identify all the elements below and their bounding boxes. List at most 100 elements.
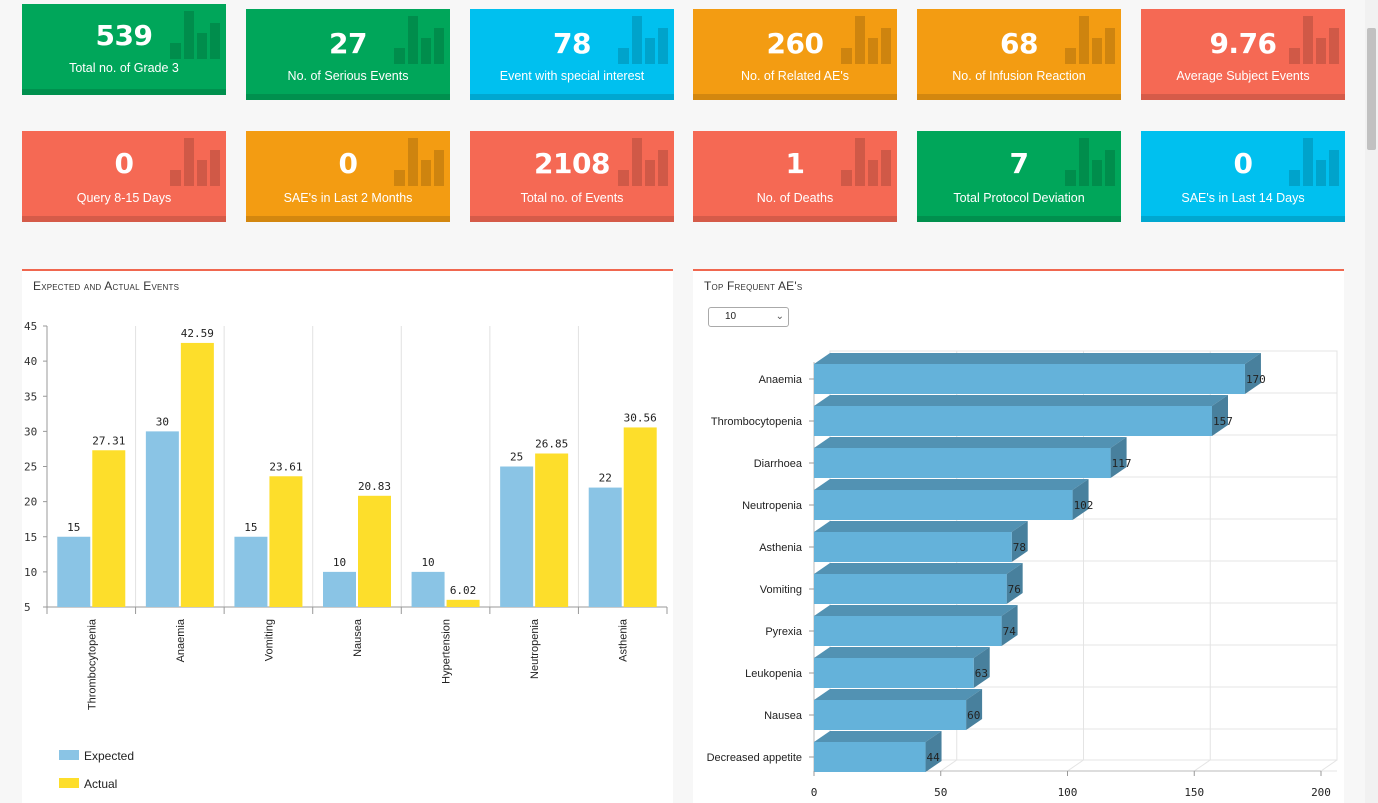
bar-chart-icon bbox=[618, 16, 668, 64]
bar-expected[interactable] bbox=[57, 536, 91, 607]
stat-tile[interactable]: 0 Query 8-15 Days bbox=[22, 131, 226, 222]
stat-tile[interactable]: 7 Total Protocol Deviation bbox=[917, 131, 1121, 222]
bar-side-face bbox=[973, 647, 990, 688]
bar-value-label: 117 bbox=[1112, 457, 1132, 470]
ae-bar[interactable] bbox=[814, 742, 926, 772]
bar-actual[interactable] bbox=[535, 453, 569, 607]
ae-bar[interactable] bbox=[814, 658, 974, 688]
ae-category-label: Decreased appetite bbox=[707, 752, 802, 764]
x-tick-label: 100 bbox=[1058, 786, 1078, 799]
bar-side-face bbox=[1001, 605, 1018, 646]
stat-value: 0 bbox=[1233, 147, 1253, 180]
y-tick-label: 5 bbox=[24, 601, 31, 614]
x-category-label: Thrombocytopenia bbox=[86, 618, 98, 710]
x-category-label: Anaemia bbox=[175, 618, 187, 662]
stat-tile[interactable]: 2108 Total no. of Events bbox=[470, 131, 674, 222]
stat-tile[interactable]: 68 No. of Infusion Reaction bbox=[917, 9, 1121, 100]
ae-bar[interactable] bbox=[814, 448, 1111, 478]
bar-value-label: 6.02 bbox=[450, 584, 477, 597]
x-tick-label: 0 bbox=[811, 786, 818, 799]
ae-category-label: Neutropenia bbox=[742, 500, 803, 512]
bar-top-face bbox=[814, 395, 1228, 406]
stat-label: No. of Related AE's bbox=[740, 69, 849, 83]
legend-swatch-expected[interactable] bbox=[59, 750, 79, 760]
page-scrollbar[interactable] bbox=[1365, 0, 1378, 803]
bar-value-label: 15 bbox=[67, 521, 80, 534]
bar-value-label: 25 bbox=[510, 451, 523, 464]
bar-top-face bbox=[814, 563, 1023, 574]
stat-tile[interactable]: 260 No. of Related AE's bbox=[693, 9, 897, 100]
bar-value-label: 60 bbox=[967, 709, 980, 722]
ae-bar[interactable] bbox=[814, 490, 1073, 520]
stat-tile[interactable]: 0 SAE's in Last 14 Days bbox=[1141, 131, 1345, 222]
ae-category-label: Anaemia bbox=[759, 374, 803, 386]
bar-expected[interactable] bbox=[411, 571, 445, 607]
bar-chart-icon bbox=[170, 11, 220, 59]
stat-tile[interactable]: 1 No. of Deaths bbox=[693, 131, 897, 222]
grid-line bbox=[1067, 759, 1084, 772]
stat-label: Total Protocol Deviation bbox=[953, 191, 1085, 205]
stat-label: SAE's in Last 2 Months bbox=[283, 191, 413, 205]
y-tick-label: 40 bbox=[24, 355, 37, 368]
bar-value-label: 78 bbox=[1013, 541, 1026, 554]
bar-value-label: 30.56 bbox=[624, 411, 657, 424]
bar-chart-icon bbox=[394, 16, 444, 64]
bar-value-label: 170 bbox=[1246, 373, 1266, 386]
bar-value-label: 157 bbox=[1213, 415, 1233, 428]
bar-value-label: 76 bbox=[1008, 583, 1021, 596]
y-tick-label: 20 bbox=[24, 496, 37, 509]
bar-side-face bbox=[1211, 395, 1228, 436]
x-category-label: Asthenia bbox=[618, 618, 630, 662]
bar-actual[interactable] bbox=[623, 427, 657, 607]
stat-tile[interactable]: 0 SAE's in Last 2 Months bbox=[246, 131, 450, 222]
y-tick-label: 10 bbox=[24, 566, 37, 579]
bar-chart-icon bbox=[394, 138, 444, 186]
bar-actual[interactable] bbox=[92, 450, 126, 607]
bar-actual[interactable] bbox=[446, 599, 480, 607]
ae-bar[interactable] bbox=[814, 700, 967, 730]
bar-value-label: 15 bbox=[244, 521, 257, 534]
bar-actual[interactable] bbox=[358, 495, 391, 607]
y-tick-label: 45 bbox=[24, 320, 37, 333]
scrollbar-thumb[interactable] bbox=[1367, 28, 1376, 150]
stat-tile[interactable]: 539 Total no. of Grade 3 bbox=[22, 4, 226, 95]
bar-actual[interactable] bbox=[180, 342, 214, 607]
ae-bar[interactable] bbox=[814, 406, 1212, 436]
y-tick-label: 15 bbox=[24, 531, 37, 544]
stat-tile[interactable]: 9.76 Average Subject Events bbox=[1141, 9, 1345, 100]
stat-tile[interactable]: 27 No. of Serious Events bbox=[246, 9, 450, 100]
ae-bar[interactable] bbox=[814, 532, 1012, 562]
legend-label[interactable]: Expected bbox=[84, 749, 134, 763]
bar-value-label: 63 bbox=[975, 667, 988, 680]
ae-bar[interactable] bbox=[814, 616, 1002, 646]
bar-expected[interactable] bbox=[323, 571, 356, 607]
ae-bar[interactable] bbox=[814, 574, 1007, 604]
panel-title-top-frequent: Top Frequent AE's bbox=[704, 279, 803, 293]
bar-top-face bbox=[814, 353, 1261, 364]
bar-side-face bbox=[1244, 353, 1261, 394]
stat-label: Query 8-15 Days bbox=[76, 191, 172, 205]
bar-top-face bbox=[814, 731, 942, 742]
x-category-label: Hypertension bbox=[441, 619, 453, 684]
stat-value: 2108 bbox=[534, 147, 610, 180]
stat-label: No. of Deaths bbox=[756, 191, 834, 205]
top-frequent-ae-panel: Top Frequent AE's 10 ⌄ 170 Anaemia 157 Thro… bbox=[693, 269, 1344, 803]
x-category-label: Vomiting bbox=[263, 619, 275, 661]
bar-top-face bbox=[814, 605, 1018, 616]
stat-tile[interactable]: 78 Event with special interest bbox=[470, 9, 674, 100]
bar-expected[interactable] bbox=[145, 431, 179, 607]
bar-value-label: 26.85 bbox=[535, 438, 568, 451]
stat-label: Event with special interest bbox=[499, 69, 645, 83]
top-count-select[interactable]: 10 ⌄ bbox=[708, 307, 789, 327]
bar-expected[interactable] bbox=[500, 466, 534, 608]
bar-expected[interactable] bbox=[588, 487, 622, 607]
legend-swatch-actual[interactable] bbox=[59, 778, 79, 788]
bar-expected[interactable] bbox=[234, 536, 268, 607]
bar-value-label: 10 bbox=[333, 556, 346, 569]
stat-value: 1 bbox=[785, 147, 805, 180]
legend-label[interactable]: Actual bbox=[84, 777, 117, 791]
bar-side-face bbox=[1006, 563, 1023, 604]
ae-bar[interactable] bbox=[814, 364, 1245, 394]
ae-category-label: Thrombocytopenia bbox=[711, 416, 803, 428]
bar-actual[interactable] bbox=[269, 476, 303, 607]
